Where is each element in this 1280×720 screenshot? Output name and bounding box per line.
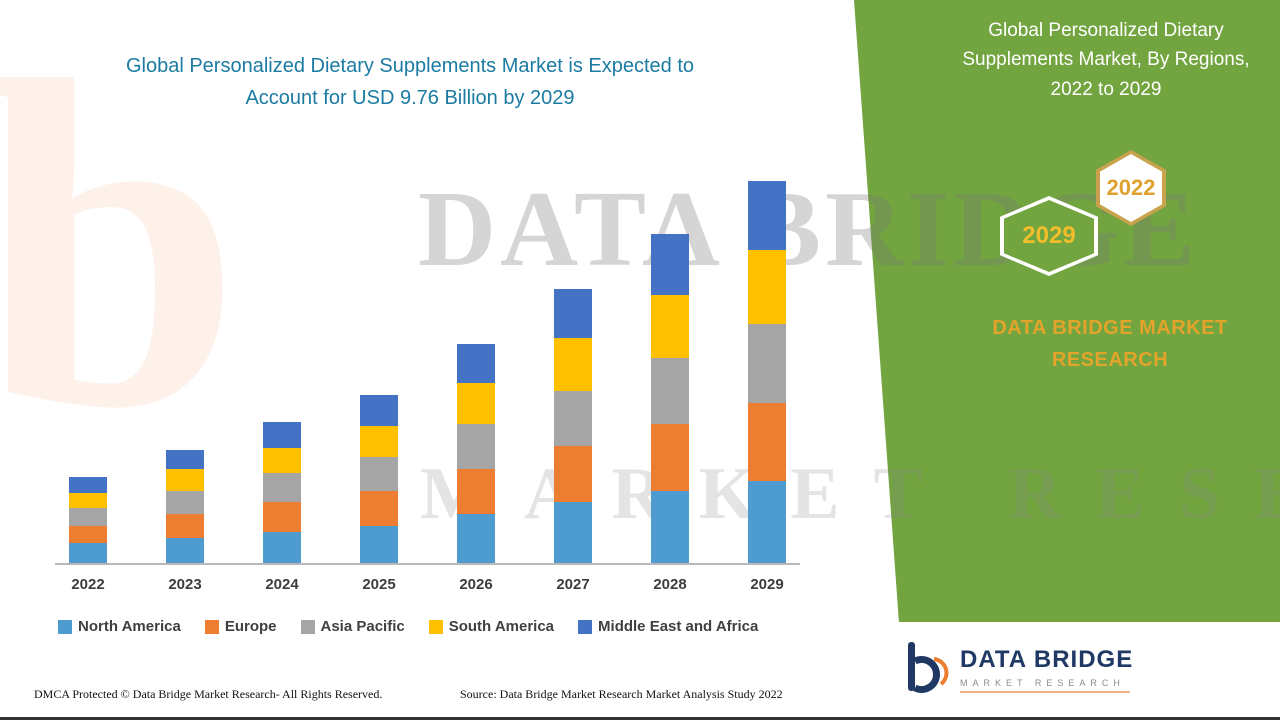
bar-segment-2027-europe (554, 445, 592, 503)
legend-item-asia-pacific: Asia Pacific (300, 618, 405, 635)
hexagon-badge-2029-label: 2029 (1004, 200, 1094, 272)
logo-title: DATA BRIDGE (960, 646, 1134, 673)
legend-label: Asia Pacific (320, 618, 405, 635)
logo-subtitle: MARKET RESEARCH (960, 678, 1125, 688)
legend-label: Middle East and Africa (598, 618, 759, 635)
bar-segment-2029-north-america (748, 480, 786, 563)
panel-heading: Global Personalized Dietary Supplements … (962, 20, 1250, 100)
bar-segment-2029-south-america (748, 249, 786, 325)
legend-label: Europe (224, 618, 277, 635)
bar-segment-2025-europe (360, 490, 398, 526)
logo-box: DATA BRIDGE MARKET RESEARCH (872, 622, 1280, 717)
x-axis-label-2027: 2027 (556, 576, 590, 593)
bar-2022: 2022 (69, 476, 107, 593)
legend-swatch-icon (578, 619, 593, 634)
bottom-rule (0, 717, 1280, 720)
x-axis-label-2025: 2025 (362, 576, 396, 593)
bar-segment-2026-middle-east-and-africa (457, 343, 495, 384)
bar-segment-2027-asia-pacific (554, 390, 592, 446)
bar-2027: 2027 (554, 289, 592, 593)
bar-segment-2027-middle-east-and-africa (554, 289, 592, 338)
bar-segment-2023-south-america (166, 469, 204, 491)
bar-2023: 2023 (166, 449, 204, 593)
bar-segment-2023-europe (166, 514, 204, 538)
bar-segment-2027-south-america (554, 337, 592, 391)
bar-segment-2027-north-america (554, 502, 592, 563)
data-bridge-swirl-icon (904, 639, 950, 700)
bar-segment-2029-asia-pacific (748, 324, 786, 403)
bar-segment-2022-south-america (69, 492, 107, 509)
x-axis-label-2026: 2026 (459, 576, 493, 593)
legend-swatch-icon (300, 619, 315, 634)
x-axis-label-2022: 2022 (71, 576, 105, 593)
company-logo: DATA BRIDGE MARKET RESEARCH (904, 639, 1133, 700)
bar-segment-2023-north-america (166, 537, 204, 563)
bar-2028: 2028 (651, 234, 689, 593)
bar-segment-2023-middle-east-and-africa (166, 449, 204, 470)
bar-2024: 2024 (263, 422, 301, 593)
bar-segment-2026-north-america (457, 514, 495, 563)
chart-legend: North America Europe Asia Pacific South Ame… (58, 618, 848, 635)
bar-segment-2028-europe (651, 424, 689, 491)
bar-segment-2029-europe (748, 402, 786, 481)
hexagon-badge-2022-label: 2022 (1100, 154, 1162, 222)
bar-segment-2026-south-america (457, 383, 495, 425)
bar-segment-2028-middle-east-and-africa (651, 234, 689, 296)
legend-item-south-america: South America (428, 618, 555, 635)
legend-swatch-icon (58, 619, 72, 634)
legend-label: South America (448, 618, 555, 635)
bar-segment-2025-north-america (360, 525, 398, 563)
legend-item-north-america: North America (58, 618, 181, 635)
bar-segment-2024-asia-pacific (263, 472, 301, 503)
logo-text-column: DATA BRIDGE MARKET RESEARCH (960, 646, 1133, 693)
bar-segment-2025-middle-east-and-africa (360, 394, 398, 427)
bar-segment-2024-middle-east-and-africa (263, 422, 301, 448)
bar-segment-2029-middle-east-and-africa (748, 180, 786, 250)
x-axis-label-2024: 2024 (265, 576, 299, 593)
bar-segment-2028-north-america (651, 490, 689, 563)
dmca-notice: DMCA Protected © Data Bridge Market Rese… (34, 687, 383, 701)
legend-swatch-icon (428, 619, 443, 634)
brand-wordmark: DATA BRIDGE MARKET RESEARCH (992, 317, 1228, 371)
bar-segment-2022-north-america (69, 543, 107, 563)
x-axis-label-2028: 2028 (653, 576, 687, 593)
bar-segment-2024-europe (263, 502, 301, 532)
legend-label: North America (78, 618, 181, 635)
bar-segment-2026-asia-pacific (457, 424, 495, 470)
x-axis-label-2023: 2023 (168, 576, 202, 593)
bar-2025: 2025 (360, 394, 398, 593)
bar-2029: 2029 (748, 180, 786, 593)
bar-segment-2028-south-america (651, 295, 689, 358)
legend-item-europe: Europe (204, 618, 277, 635)
chart-title: Global Personalized Dietary Supplements … (40, 50, 780, 114)
bar-segment-2024-south-america (263, 447, 301, 473)
source-note: Source: Data Bridge Market Research Mark… (460, 687, 783, 701)
bar-segment-2026-europe (457, 469, 495, 515)
bar-segment-2028-asia-pacific (651, 357, 689, 425)
legend-item-middle-east-and-africa: Middle East and Africa (578, 618, 758, 635)
legend-swatch-icon (204, 619, 219, 634)
x-axis-label-2029: 2029 (750, 576, 784, 593)
bar-segment-2025-south-america (360, 426, 398, 458)
chart-title-line1: Global Personalized Dietary Supplements … (125, 55, 695, 77)
logo-underline (960, 691, 1130, 693)
right-green-panel (854, 0, 1280, 720)
bar-segment-2022-middle-east-and-africa (69, 476, 107, 493)
plot-area: 2022 2023 2024 2025 2026 2027 2028 2029 (55, 160, 800, 593)
bar-segment-2022-europe (69, 525, 107, 544)
bar-segment-2025-asia-pacific (360, 457, 398, 491)
bar-segment-2024-north-america (263, 531, 301, 563)
bar-segment-2023-asia-pacific (166, 490, 204, 515)
chart-title-line2: Account for USD 9.76 Billion by 2029 (245, 87, 575, 109)
bar-segment-2022-asia-pacific (69, 508, 107, 526)
bar-2026: 2026 (457, 343, 495, 593)
